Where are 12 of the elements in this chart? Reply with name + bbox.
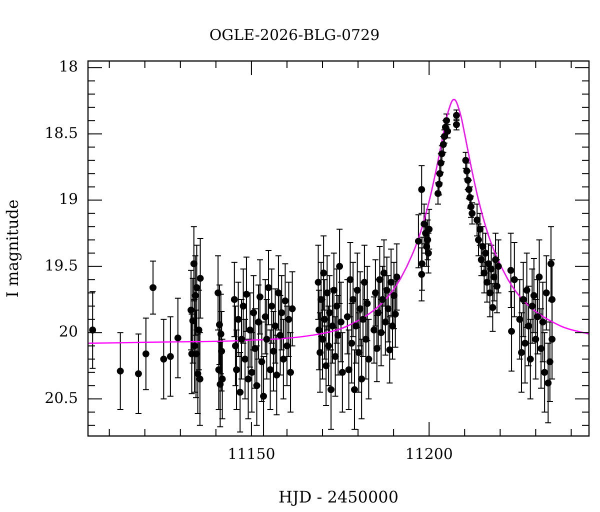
x-tick-label: 11200 — [405, 444, 453, 463]
y-tick-label: 19 — [58, 190, 78, 208]
x-tick-label: 11150 — [228, 444, 276, 463]
line-series — [88, 98, 589, 344]
y-tick-label: 19.5 — [44, 256, 78, 274]
y-tick-label: 20.5 — [44, 388, 78, 407]
chart-title: OGLE-2026-BLG-0729 — [209, 26, 380, 44]
y-axis-title: I magnitude — [2, 199, 22, 298]
y-tick-label: 18.5 — [44, 124, 78, 142]
y-tick-label: 20 — [58, 322, 78, 341]
y-tick-label: 18 — [58, 58, 78, 76]
x-axis-title: HJD - 2450000 — [278, 488, 399, 507]
